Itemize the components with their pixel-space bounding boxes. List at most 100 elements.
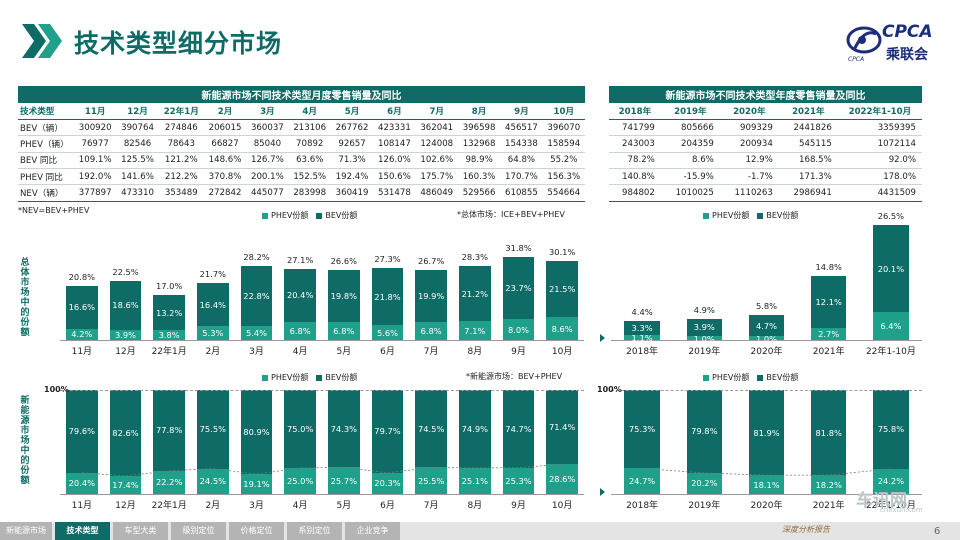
bar-segment-bev xyxy=(240,266,273,326)
chart-bar: 16.6% 4.2% xyxy=(66,285,98,340)
table-header-cell: 2月 xyxy=(203,103,247,120)
bar-segment-bev xyxy=(546,261,578,318)
data-label-total: 22.5% xyxy=(112,267,139,278)
data-label-bev: 81.8% xyxy=(815,427,842,438)
data-label-bev: 74.5% xyxy=(417,423,445,434)
bar-segment-bev xyxy=(109,390,142,476)
data-label-bev: 18.6% xyxy=(112,300,139,311)
x-tick-label: 2月 xyxy=(205,501,221,511)
table-header-cell: 12月 xyxy=(116,103,159,120)
table-cell: 243003 xyxy=(609,135,661,153)
data-label-bev: 23.7% xyxy=(505,283,532,293)
data-label-total: 26.7% xyxy=(417,256,445,267)
table-title: 新能源市场不同技术类型月度零售销量及同比 xyxy=(18,86,585,103)
x-tick-label: 3月 xyxy=(249,347,264,357)
data-label-total: 14.8% xyxy=(815,262,842,272)
data-label-bev: 16.6% xyxy=(68,302,95,313)
bar-segment-phev xyxy=(66,328,98,340)
bar-segment-phev xyxy=(328,322,360,340)
footer-tab[interactable]: 车型大类 xyxy=(113,522,168,540)
table-cell: 124008 xyxy=(415,135,458,153)
bar-segment-phev xyxy=(459,321,491,340)
x-tick-label: 11月 xyxy=(71,501,93,511)
bar-segment-bev xyxy=(686,390,723,473)
data-label-bev: 79.6% xyxy=(68,426,95,437)
data-label-phev: 3.9% xyxy=(114,329,137,340)
footer-tab[interactable]: 新能源市场 xyxy=(0,522,52,540)
data-label-phev: 20.4% xyxy=(68,478,95,489)
bottom-y-axis-label: 新能源市场中的份额 xyxy=(20,396,30,486)
table-cell: 55.2% xyxy=(542,152,585,170)
bar-segment-phev xyxy=(284,322,316,340)
data-label-phev: 7.1% xyxy=(464,325,486,336)
table-cell: 85040 xyxy=(246,135,289,153)
data-label-bev: 3.3% xyxy=(631,323,653,334)
table-cell: -15.9% xyxy=(660,168,720,186)
table-header-cell: 2019年 xyxy=(660,103,720,120)
data-label-phev: 24.7% xyxy=(628,476,656,487)
table-cell: 362041 xyxy=(415,119,458,137)
x-tick-label: 9月 xyxy=(511,347,526,357)
data-label-phev: 25.5% xyxy=(417,475,445,486)
bar-segment-bev xyxy=(153,295,185,331)
chart-bar: 79.8% 20.2% xyxy=(686,390,723,494)
footer-tab[interactable]: 级别定位 xyxy=(171,522,226,540)
table-cell: 4431509 xyxy=(837,184,922,202)
table-cell: 148.6% xyxy=(203,152,247,170)
x-tick-label: 11月 xyxy=(71,347,93,357)
data-label-phev: 6.4% xyxy=(880,321,902,332)
data-label-bev: 79.8% xyxy=(691,426,718,437)
table-cell: 473310 xyxy=(116,184,159,202)
data-label-phev: 18.1% xyxy=(753,479,780,490)
chart-bar: 79.6% 20.4% xyxy=(66,390,98,494)
bar-segment-phev xyxy=(109,475,142,494)
table-cell: 396598 xyxy=(457,119,501,137)
table-cell: 71.3% xyxy=(330,152,374,170)
data-label-bev: 3.9% xyxy=(693,322,715,333)
bar-segment-phev xyxy=(686,335,723,340)
x-tick-label: 7月 xyxy=(423,501,439,511)
table-header-cell: 2021年 xyxy=(778,103,838,120)
chart-bar: 75.3% 24.7% xyxy=(624,390,660,494)
table-header-cell: 技术类型 xyxy=(18,103,74,120)
double-chevron-icon xyxy=(22,24,62,58)
table-title-row: 新能源市场不同技术类型年度零售销量及同比 xyxy=(609,86,922,103)
chart-bar: 23.7% 8.0% xyxy=(502,256,535,340)
chart-bar: 79.7% 20.3% xyxy=(371,390,404,494)
bar-segment-bev xyxy=(873,225,909,313)
data-label-phev: 25.7% xyxy=(330,475,357,486)
legend-top-left: PHEV份额 BEV份额 xyxy=(262,210,365,221)
data-label-bev: 74.9% xyxy=(461,423,488,434)
table-cell: 300920 xyxy=(74,119,117,137)
data-label-bev: 4.7% xyxy=(755,320,778,331)
bar-segment-phev xyxy=(371,325,404,340)
table-header-cell: 4月 xyxy=(288,103,331,120)
footer-nav: 新能源市场 技术类型 车型大类 级别定位 价格定位 系别定位 企业竞争 xyxy=(0,522,960,540)
table-cell: 545115 xyxy=(778,135,838,153)
data-label-bev: 13.2% xyxy=(155,307,183,318)
bar-segment-bev xyxy=(371,268,404,326)
footer-tab[interactable]: 企业竞争 xyxy=(345,522,400,540)
cpca-mark-icon xyxy=(846,26,882,54)
nev-market-note: *新能源市场：BEV+PHEV xyxy=(466,372,563,381)
table-cell: 141.6% xyxy=(116,168,159,186)
legend-label-bev: BEV份额 xyxy=(325,211,358,220)
table-header-cell: 2022年1-10月 xyxy=(837,103,922,120)
table-header-cell: 3月 xyxy=(246,103,289,120)
table-row: 984802 1010025 1110263 2986941 4431509 xyxy=(609,184,922,202)
data-label-bev: 71.4% xyxy=(548,422,576,433)
bar-segment-bev xyxy=(415,390,447,468)
footer-tab[interactable]: 技术类型 xyxy=(55,522,110,540)
x-tick-label: 2020年 xyxy=(750,347,783,357)
footer-tab[interactable]: 价格定位 xyxy=(229,522,284,540)
table-cell: 272842 xyxy=(203,184,247,202)
table-row: 140.8% -15.9% -1.7% 171.3% 178.0% xyxy=(609,168,922,186)
x-tick-label: 5月 xyxy=(336,347,352,357)
footer-tab[interactable]: 系别定位 xyxy=(287,522,342,540)
bar-segment-bev xyxy=(371,390,404,473)
bar-segment-phev xyxy=(624,335,660,340)
legend-swatch-bev xyxy=(316,212,323,219)
axis-marker-icon xyxy=(600,488,605,496)
chart-x-axis xyxy=(611,494,922,495)
data-label-phev: 25.0% xyxy=(286,476,314,486)
